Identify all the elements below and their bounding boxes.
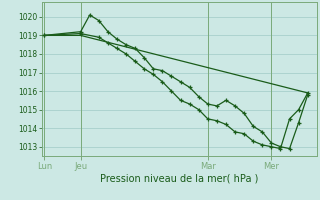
X-axis label: Pression niveau de la mer( hPa ): Pression niveau de la mer( hPa ) <box>100 173 258 183</box>
